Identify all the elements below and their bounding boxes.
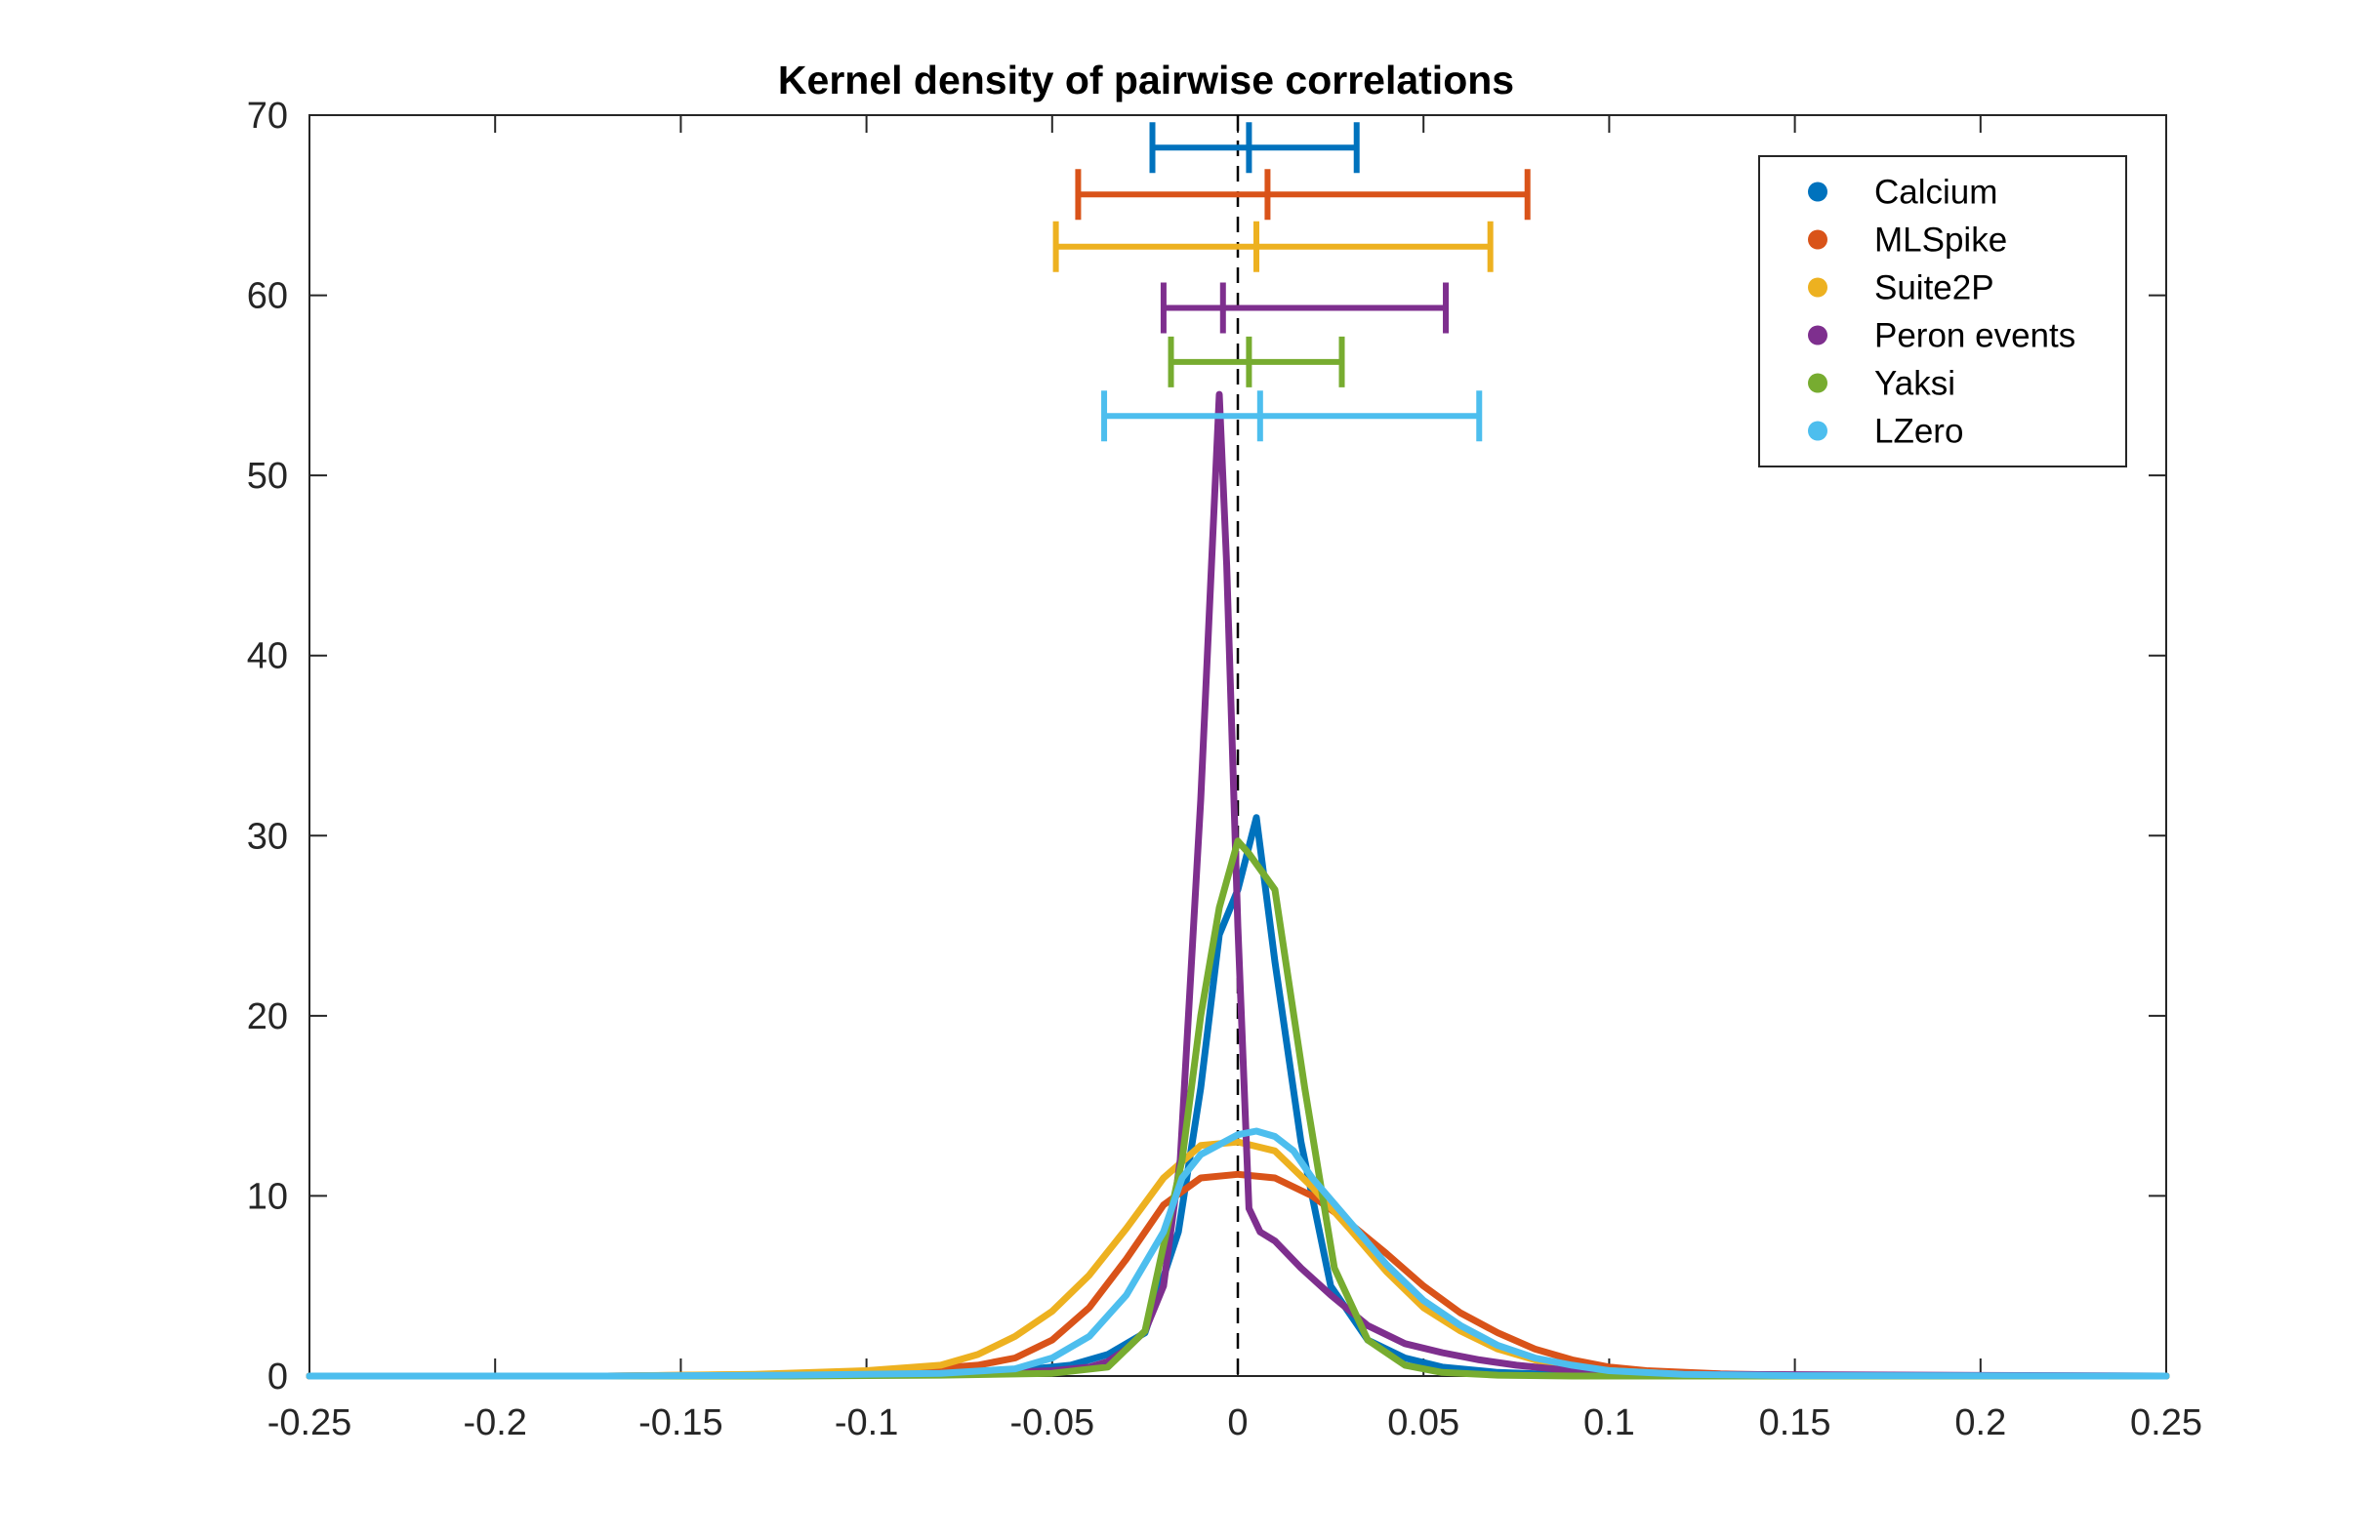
legend-marker-calcium	[1808, 182, 1827, 202]
x-tick-label: 0.2	[1954, 1402, 2006, 1443]
legend-marker-lzero	[1808, 421, 1827, 441]
x-tick-label: 0	[1227, 1402, 1248, 1443]
x-tick-label: -0.2	[463, 1402, 526, 1443]
series-line-peron-events	[306, 390, 2170, 1380]
y-tick-label: 50	[247, 456, 288, 497]
plot-area: -0.25 -0.2 -0.15 -0.1 -0.05 0 0.05 0.1 0.15 0.2 0.…	[247, 96, 2202, 1443]
y-tick-label: 0	[267, 1357, 288, 1398]
legend-marker-yaksi	[1808, 373, 1827, 393]
x-tick-label: -0.25	[267, 1402, 352, 1443]
legend-label-mlspike: MLSpike	[1874, 222, 2007, 260]
y-tick-label: 70	[247, 96, 288, 137]
legend-label-suite2p: Suite2P	[1874, 269, 1994, 307]
y-tick-label: 20	[247, 996, 288, 1037]
series-line-lzero	[306, 1127, 2170, 1380]
y-tick-label: 60	[247, 276, 288, 317]
errorbar-yaksi	[1168, 336, 1345, 387]
legend-label-lzero: LZero	[1874, 413, 1963, 451]
legend-marker-mlspike	[1808, 229, 1827, 250]
x-tick-label: 0.1	[1583, 1402, 1635, 1443]
y-tick-label: 30	[247, 816, 288, 857]
x-tick-label: -0.05	[1009, 1402, 1094, 1443]
series-line-yaksi	[306, 837, 2170, 1380]
legend-label-yaksi: Yaksi	[1874, 365, 1955, 403]
legend: Calcium MLSpike Suite2P Peron events Yaksi LZ…	[1758, 155, 2127, 467]
chart-title: Kernel density of pairwise correlations	[778, 58, 1514, 102]
legend-label-calcium: Calcium	[1874, 174, 1997, 212]
y-tick-label: 10	[247, 1176, 288, 1217]
errorbar-lzero	[1101, 390, 1483, 442]
y-tick-label: 40	[247, 636, 288, 677]
errorbar-suite2p	[1052, 221, 1494, 272]
errorbar-peron-events	[1160, 282, 1450, 334]
errorbar-calcium	[1149, 122, 1360, 174]
x-tick-label: -0.15	[638, 1402, 723, 1443]
legend-label-peron-events: Peron events	[1874, 317, 2075, 355]
legend-box	[1758, 155, 2127, 467]
legend-marker-peron-events	[1808, 325, 1827, 345]
x-tick-label: 0.25	[2130, 1402, 2202, 1443]
legend-marker-suite2p	[1808, 277, 1827, 298]
x-tick-label: -0.1	[835, 1402, 898, 1443]
errorbar-mlspike	[1075, 169, 1531, 221]
x-tick-label: 0.05	[1387, 1402, 1459, 1443]
x-tick-label: 0.15	[1759, 1402, 1831, 1443]
